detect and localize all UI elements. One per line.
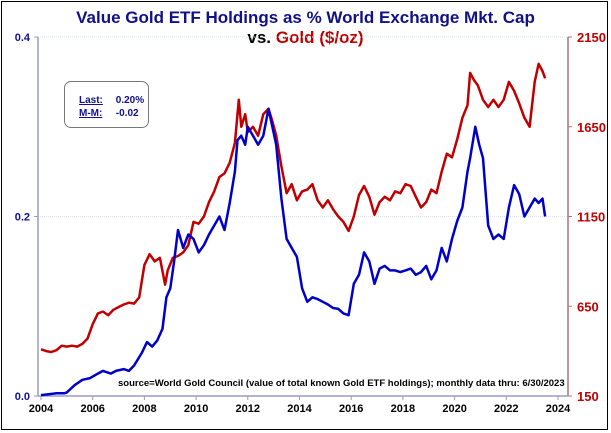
stats-mm: M-M: -0.02 xyxy=(79,108,139,119)
left-tick-label: 0.0 xyxy=(15,391,30,403)
x-tick-label: 2012 xyxy=(236,403,260,415)
chart-title: Value Gold ETF Holdings as % World Excha… xyxy=(76,8,535,27)
right-tick-label: 1650 xyxy=(577,120,606,135)
stats-box: Last: 0.20% M-M: -0.02 xyxy=(64,81,149,128)
x-tick-label: 2014 xyxy=(287,403,312,415)
x-tick-label: 2018 xyxy=(391,403,415,415)
gold-price-line xyxy=(40,62,547,354)
subtitle-prefix: vs. xyxy=(247,28,272,47)
right-tick-label: 1150 xyxy=(577,210,605,225)
x-tick-label: 2006 xyxy=(80,403,104,415)
subtitle-series: Gold ($/oz) xyxy=(275,28,364,47)
stats-last: Last: 0.20% xyxy=(79,95,144,106)
x-tick-label: 2008 xyxy=(132,403,156,415)
x-tick-label: 2022 xyxy=(494,403,518,415)
x-tick-label: 2004 xyxy=(29,403,54,415)
stats-mm-label: M-M: xyxy=(79,108,103,119)
stats-last-value: 0.20% xyxy=(115,95,145,106)
x-tick-label: 2010 xyxy=(184,403,208,415)
left-tick-label: 0.2 xyxy=(15,212,30,224)
x-tick-label: 2024 xyxy=(546,403,571,415)
etf-holdings-line xyxy=(40,107,547,397)
right-tick-label: 2150 xyxy=(577,30,606,45)
stats-mm-value: -0.02 xyxy=(115,108,139,119)
stats-last-label: Last: xyxy=(79,95,103,106)
chart-subtitle: vs. Gold ($/oz) xyxy=(0,28,611,48)
right-tick-label: 150 xyxy=(577,389,599,404)
x-tick-label: 2016 xyxy=(339,403,363,415)
left-tick-label: 0.4 xyxy=(15,32,31,44)
source-annotation: source=World Gold Council (value of tota… xyxy=(118,378,565,389)
x-tick-label: 2020 xyxy=(442,403,466,415)
right-tick-label: 650 xyxy=(577,299,599,314)
